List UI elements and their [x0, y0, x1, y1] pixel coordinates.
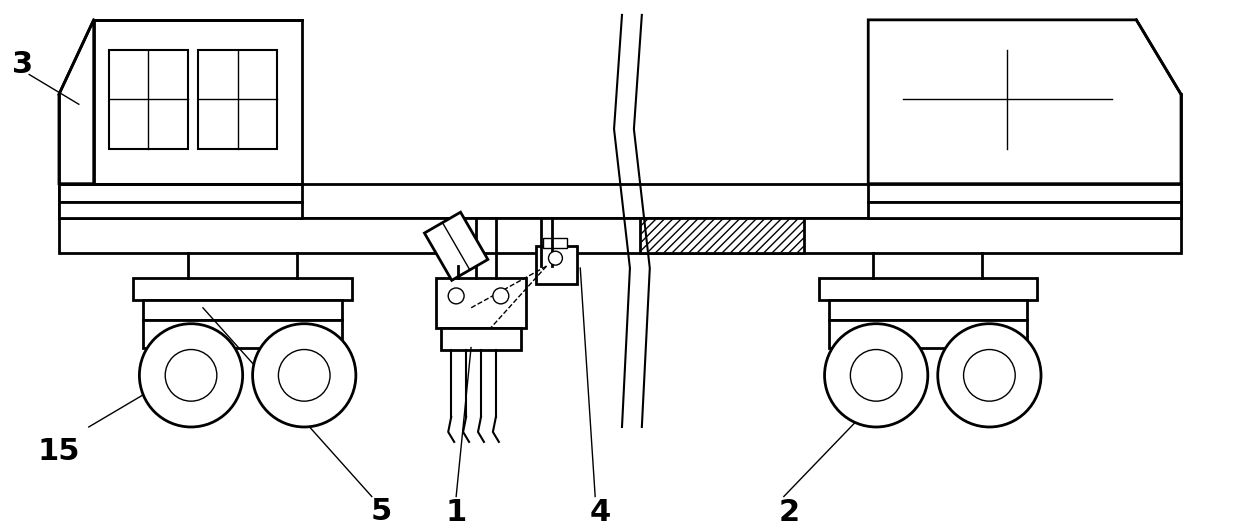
Text: 3: 3: [11, 50, 32, 79]
Circle shape: [165, 349, 217, 401]
Polygon shape: [59, 20, 94, 184]
Bar: [869, 184, 1181, 201]
Bar: [869, 20, 1136, 184]
Bar: [94, 20, 302, 184]
Bar: [198, 50, 278, 149]
Bar: [441, 328, 520, 349]
Circle shape: [824, 324, 928, 427]
Polygon shape: [425, 212, 488, 280]
Bar: [436, 278, 525, 328]
Text: 1: 1: [446, 498, 467, 527]
Text: 15: 15: [37, 437, 81, 466]
Polygon shape: [869, 20, 1181, 184]
Bar: [639, 218, 804, 253]
Bar: [829, 320, 1027, 348]
Bar: [144, 320, 342, 348]
Circle shape: [449, 288, 465, 304]
Text: 5: 5: [370, 497, 393, 526]
Circle shape: [253, 324, 356, 427]
Bar: [819, 278, 1037, 300]
Bar: [109, 50, 188, 149]
Bar: [134, 278, 352, 300]
Bar: [535, 246, 577, 284]
Circle shape: [850, 349, 902, 401]
Circle shape: [279, 349, 330, 401]
Text: 2: 2: [778, 498, 799, 527]
Bar: [59, 184, 302, 201]
Bar: [59, 201, 302, 218]
Bar: [144, 300, 342, 320]
Bar: [543, 238, 567, 248]
Circle shape: [938, 324, 1041, 427]
Bar: [59, 218, 1181, 253]
Circle shape: [964, 349, 1015, 401]
Circle shape: [140, 324, 243, 427]
Bar: [829, 300, 1027, 320]
Bar: [869, 201, 1181, 218]
Bar: [903, 50, 1111, 149]
Circle shape: [493, 288, 509, 304]
Circle shape: [549, 251, 563, 265]
Text: 4: 4: [590, 498, 611, 527]
Bar: [59, 184, 1181, 218]
